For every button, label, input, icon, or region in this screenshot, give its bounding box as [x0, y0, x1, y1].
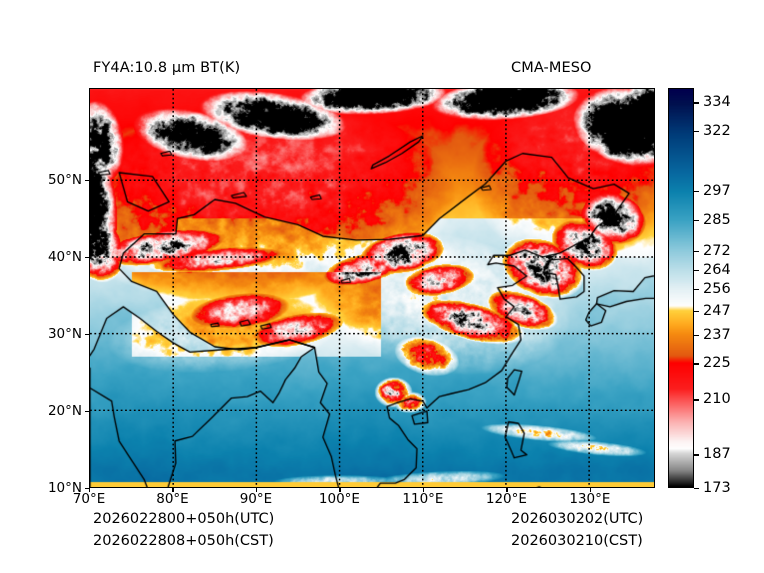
x-tick-label: 130°E — [569, 491, 611, 507]
colorbar-tick-label: 272 — [703, 242, 731, 259]
colorbar-gradient — [669, 89, 693, 487]
colorbar-tick-mark — [694, 363, 699, 365]
colorbar-tick-mark — [694, 399, 699, 401]
caption-valid-cst: 2026030210(CST) — [511, 533, 643, 549]
x-tick-label: 100°E — [318, 491, 360, 507]
colorbar-tick-label: 237 — [703, 326, 731, 343]
y-tick-label: 20°N — [47, 402, 82, 419]
colorbar-tick-mark — [694, 190, 699, 193]
colorbar-tick-label: 334 — [703, 94, 731, 111]
y-tick-label: 10°N — [47, 480, 82, 496]
x-tick-mark — [89, 488, 91, 492]
y-tick-mark — [85, 179, 89, 181]
page-title: FY4A:10.8 μm BT(K) — [93, 60, 241, 76]
x-tick-mark — [339, 488, 341, 492]
colorbar-tick-mark — [694, 102, 699, 104]
y-tick-label: 50°N — [47, 171, 82, 188]
colorbar-tick-label: 256 — [703, 281, 731, 298]
x-tick-label: 120°E — [485, 491, 527, 507]
colorbar-tick-mark — [694, 334, 699, 336]
caption-init-cst: 2026022808+050h(CST) — [93, 533, 274, 549]
x-tick-label: 90°E — [239, 491, 273, 507]
y-tick-label: 30°N — [47, 325, 82, 342]
x-tick-label: 80°E — [156, 491, 189, 507]
x-tick-mark — [589, 488, 592, 492]
colorbar-tick-mark — [694, 454, 699, 456]
y-tick-mark — [85, 488, 89, 490]
x-tick-label: 110°E — [402, 491, 444, 507]
x-tick-mark — [255, 488, 258, 492]
caption-valid-utc: 2026030202(UTC) — [511, 511, 644, 527]
colorbar-tick-label: 285 — [703, 211, 731, 228]
y-tick-mark — [85, 256, 89, 258]
colorbar-tick-label: 264 — [703, 262, 731, 279]
colorbar-tick-mark — [694, 131, 699, 133]
y-tick-label: 40°N — [47, 248, 82, 265]
colorbar-tick-label: 173 — [703, 480, 731, 496]
colorbar-tick-label: 247 — [703, 302, 731, 319]
x-tick-label: 70°E — [72, 491, 106, 507]
colorbar-tick-mark — [694, 289, 699, 291]
y-tick-mark — [85, 410, 89, 413]
map-plot-area — [89, 88, 655, 488]
x-tick-mark — [422, 488, 425, 492]
x-tick-mark — [172, 488, 174, 492]
brightness-temperature-raster — [90, 89, 654, 487]
colorbar-tick-mark — [694, 488, 699, 490]
colorbar-tick-label: 297 — [703, 182, 731, 199]
colorbar-tick-mark — [694, 219, 699, 221]
x-tick-mark — [506, 488, 508, 492]
colorbar-tick-label: 322 — [703, 123, 731, 140]
model-label: CMA-MESO — [511, 60, 592, 76]
caption-init-utc: 2026022800+050h(UTC) — [93, 511, 275, 527]
y-tick-mark — [85, 333, 89, 336]
colorbar-tick-mark — [694, 310, 699, 312]
colorbar-tick-mark — [694, 250, 699, 253]
colorbar-tick-mark — [694, 270, 699, 272]
colorbar-tick-label: 210 — [703, 391, 731, 408]
colorbar-tick-label: 225 — [703, 355, 731, 372]
colorbar-tick-label: 187 — [703, 446, 731, 463]
colorbar — [668, 88, 694, 488]
